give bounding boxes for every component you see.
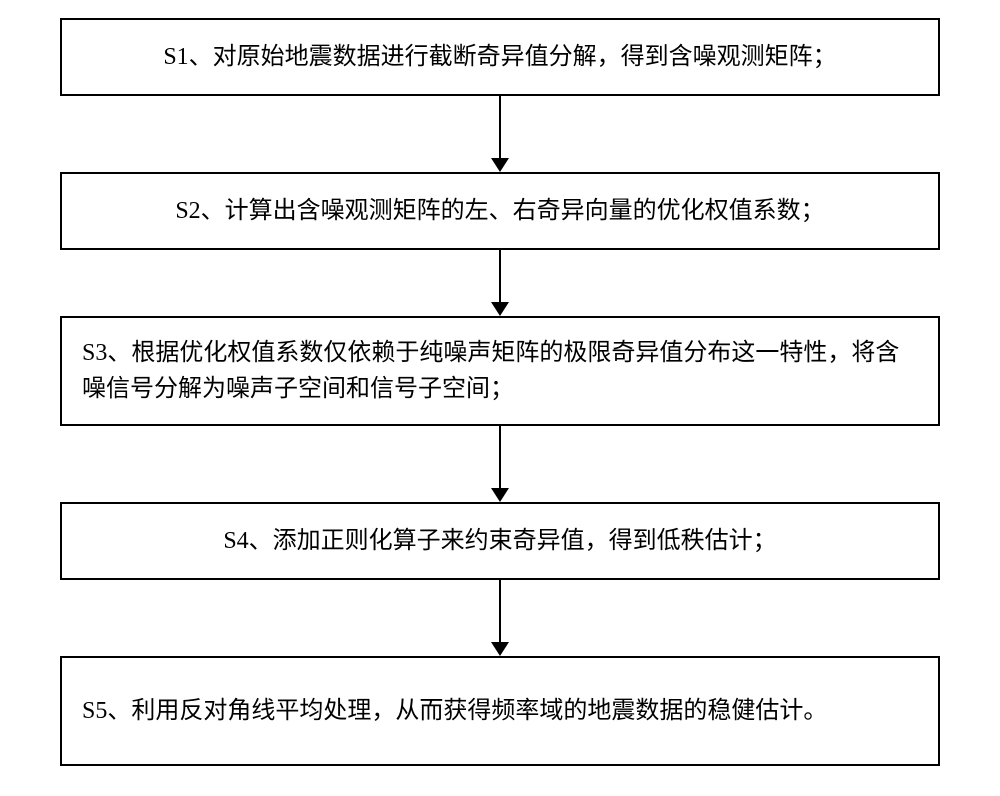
- flowchart-canvas: S1、对原始地震数据进行截断奇异值分解，得到含噪观测矩阵； S2、计算出含噪观测矩…: [0, 0, 1000, 796]
- flow-node-label: S3、根据优化权值系数仅依赖于纯噪声矩阵的极限奇异值分布这一特性，将含噪信号分解…: [82, 335, 918, 407]
- arrow-head: [491, 488, 509, 502]
- arrow-head: [491, 302, 509, 316]
- flow-node-s2: S2、计算出含噪观测矩阵的左、右奇异向量的优化权值系数；: [60, 172, 940, 250]
- flow-node-s5: S5、利用反对角线平均处理，从而获得频率域的地震数据的稳健估计。: [60, 656, 940, 766]
- flow-node-label: S1、对原始地震数据进行截断奇异值分解，得到含噪观测矩阵；: [163, 39, 836, 75]
- flow-node-s4: S4、添加正则化算子来约束奇异值，得到低秩估计；: [60, 502, 940, 580]
- arrow-shaft: [499, 250, 501, 302]
- arrow-shaft: [499, 426, 501, 488]
- flow-node-s1: S1、对原始地震数据进行截断奇异值分解，得到含噪观测矩阵；: [60, 18, 940, 96]
- flow-node-label: S4、添加正则化算子来约束奇异值，得到低秩估计；: [223, 523, 776, 559]
- arrow-shaft: [499, 96, 501, 158]
- arrow-head: [491, 158, 509, 172]
- arrow-shaft: [499, 580, 501, 642]
- flow-node-label: S5、利用反对角线平均处理，从而获得频率域的地震数据的稳健估计。: [82, 693, 827, 729]
- flow-node-s3: S3、根据优化权值系数仅依赖于纯噪声矩阵的极限奇异值分布这一特性，将含噪信号分解…: [60, 316, 940, 426]
- arrow-head: [491, 642, 509, 656]
- flow-node-label: S2、计算出含噪观测矩阵的左、右奇异向量的优化权值系数；: [175, 193, 824, 229]
